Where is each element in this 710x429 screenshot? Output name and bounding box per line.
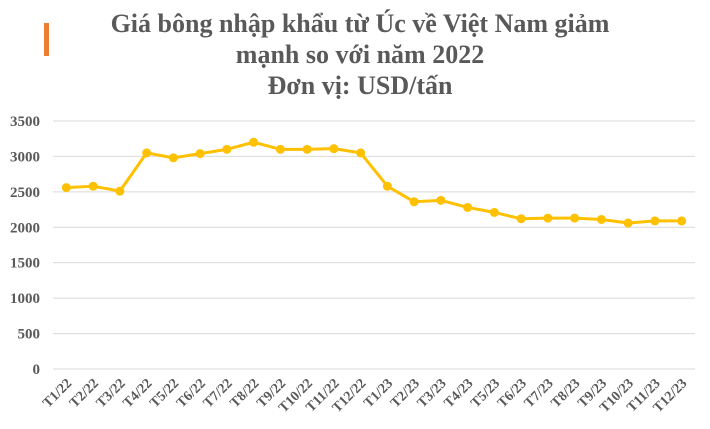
data-point-marker (436, 195, 446, 205)
x-tick-label: T2/22 (67, 376, 102, 411)
x-tick-label: T4/23 (442, 376, 477, 411)
data-point-marker (409, 197, 419, 207)
title-line-1: Giá bông nhập khẩu từ Úc về Việt Nam giả… (110, 9, 610, 38)
data-point-marker (516, 214, 526, 224)
data-point-marker (168, 153, 178, 163)
x-tick-label: T1/23 (361, 376, 396, 411)
data-point-marker (650, 216, 660, 226)
data-point-marker (302, 144, 312, 154)
data-point-marker (88, 181, 98, 191)
y-tick-label: 1000 (10, 291, 40, 307)
data-point-marker (329, 144, 339, 154)
data-point-marker (249, 137, 259, 147)
y-axis: 0 500 1000 1500 2000 2500 3000 3500 (10, 114, 40, 378)
x-tick-label: T5/22 (147, 376, 182, 411)
data-point-marker (489, 207, 499, 217)
x-tick-label: T3/22 (94, 376, 129, 411)
data-point-marker (115, 186, 125, 196)
y-tick-label: 2000 (10, 220, 40, 236)
x-tick-label: T2/23 (388, 376, 423, 411)
x-tick-label: T7/23 (522, 376, 557, 411)
data-point-marker (222, 144, 232, 154)
title-accent-bar (44, 23, 49, 56)
data-point-marker (142, 148, 152, 158)
data-point-marker (195, 149, 205, 159)
x-tick-label: T7/22 (201, 376, 236, 411)
x-tick-label: T8/22 (228, 376, 263, 411)
x-tick-label: T3/23 (415, 376, 450, 411)
x-tick-label: T6/23 (495, 376, 530, 411)
data-point-marker (677, 216, 687, 226)
data-point-marker (570, 213, 580, 223)
y-tick-label: 3000 (10, 149, 40, 165)
y-tick-label: 1500 (10, 256, 40, 272)
y-tick-label: 500 (18, 327, 41, 343)
data-point-marker (463, 202, 473, 212)
title-line-2: mạnh so với năm 2022 (235, 40, 485, 69)
data-point-marker (382, 181, 392, 191)
data-point-marker (356, 148, 366, 158)
data-point-marker (61, 183, 71, 193)
data-point-marker (596, 214, 606, 224)
x-axis: T1/22T2/22T3/22T4/22T5/22T6/22T7/22T8/22… (40, 376, 690, 416)
y-tick-label: 2500 (10, 185, 40, 201)
x-tick-label: T5/23 (468, 376, 503, 411)
x-tick-label: T1/22 (40, 376, 75, 411)
series-line (66, 140, 682, 225)
chart-title: Giá bông nhập khẩu từ Úc về Việt Nam giả… (60, 8, 660, 101)
data-point-marker (543, 213, 553, 223)
x-tick-label: T4/22 (121, 376, 156, 411)
data-point-marker (275, 144, 285, 154)
gridlines (53, 120, 695, 370)
title-line-3: Đơn vị: USD/tấn (267, 71, 453, 100)
y-tick-label: 3500 (10, 114, 40, 130)
data-series (61, 137, 687, 228)
y-tick-label: 0 (33, 362, 41, 378)
data-point-marker (623, 218, 633, 228)
x-tick-label: T6/22 (174, 376, 209, 411)
x-tick-label: T8/23 (549, 376, 584, 411)
